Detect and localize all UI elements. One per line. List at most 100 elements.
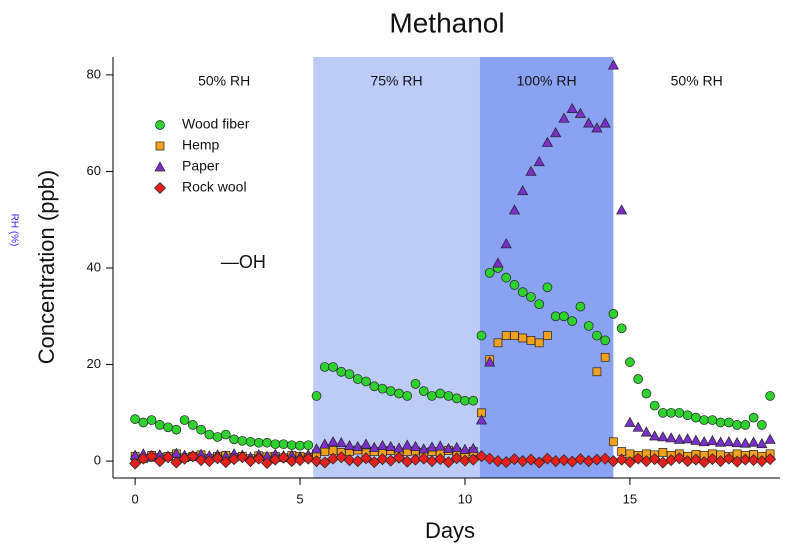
data-point <box>739 453 752 466</box>
data-point <box>765 391 775 401</box>
data-point <box>236 451 249 464</box>
data-point <box>129 457 142 470</box>
data-point <box>261 457 274 470</box>
x-axis-label: Days <box>425 518 475 543</box>
data-point <box>179 415 190 425</box>
data-point <box>699 415 709 425</box>
data-point <box>534 338 544 348</box>
annotation: —OH <box>221 252 266 272</box>
y-axis-label: Concentration (ppb) <box>34 170 59 364</box>
data-point <box>533 456 546 469</box>
region-label: 100% RH <box>517 73 577 89</box>
data-point <box>533 156 545 167</box>
data-point <box>525 165 537 176</box>
data-point <box>518 333 528 343</box>
data-point <box>559 311 569 322</box>
y-tick-label: 0 <box>94 453 101 468</box>
data-point <box>252 452 265 465</box>
data-point <box>493 338 503 348</box>
data-point <box>757 420 767 430</box>
data-point <box>377 383 388 394</box>
data-point <box>442 456 455 469</box>
data-point <box>286 440 297 451</box>
y2-axis-label: RH (%) <box>8 214 19 247</box>
data-point <box>245 436 256 447</box>
data-point <box>212 432 223 442</box>
region-label: 75% RH <box>370 73 422 89</box>
data-point <box>442 442 455 453</box>
data-point <box>649 400 660 411</box>
data-point <box>616 204 628 215</box>
data-point <box>253 437 264 448</box>
data-point <box>138 417 149 428</box>
data-point <box>476 330 487 341</box>
data-point <box>369 381 380 392</box>
rh-region <box>613 57 780 478</box>
data-point <box>361 376 371 387</box>
rh-region <box>135 57 314 478</box>
data-point <box>510 331 519 340</box>
data-point <box>715 436 727 447</box>
data-point <box>195 454 208 467</box>
data-point <box>237 435 248 446</box>
data-point <box>310 455 323 468</box>
rh-region <box>313 57 480 478</box>
data-point <box>599 117 611 128</box>
data-point <box>691 412 701 423</box>
data-point <box>673 433 685 444</box>
data-point <box>426 441 438 452</box>
legend-marker <box>155 141 165 151</box>
data-point <box>566 102 578 114</box>
chart-title: Methanol <box>389 7 504 38</box>
data-point <box>517 185 529 196</box>
data-point <box>698 436 710 447</box>
data-point <box>196 424 206 435</box>
data-point <box>658 448 668 457</box>
data-point <box>475 414 488 425</box>
data-point <box>492 257 504 268</box>
data-point <box>146 415 157 425</box>
data-point <box>706 435 718 446</box>
data-point <box>534 299 545 310</box>
data-point <box>600 352 610 362</box>
data-point <box>352 440 364 451</box>
data-point <box>319 362 330 372</box>
data-point <box>517 287 528 297</box>
data-point <box>764 453 777 466</box>
data-point <box>460 395 470 406</box>
data-point <box>616 323 627 334</box>
data-point <box>468 395 479 406</box>
data-point <box>641 388 652 399</box>
legend-marker <box>155 120 165 130</box>
data-point <box>434 440 446 451</box>
data-point <box>319 438 331 449</box>
data-point <box>360 452 373 465</box>
data-point <box>608 308 619 319</box>
data-point <box>310 443 323 454</box>
data-point <box>739 437 751 448</box>
data-point <box>187 420 198 430</box>
x-tick-label: 10 <box>458 491 472 506</box>
data-point <box>435 388 446 399</box>
y-tick-label: 80 <box>87 66 101 81</box>
x-tick-label: 15 <box>623 491 637 506</box>
data-point <box>648 453 661 466</box>
data-point <box>740 420 751 430</box>
data-point <box>467 453 480 466</box>
data-point <box>459 443 471 454</box>
data-point <box>410 379 421 389</box>
data-point <box>543 331 552 340</box>
data-point <box>368 441 380 452</box>
data-point <box>723 436 735 447</box>
data-point <box>385 386 396 396</box>
data-point <box>542 282 553 293</box>
data-point <box>451 441 463 452</box>
data-point <box>385 440 397 451</box>
data-point <box>748 412 759 423</box>
data-point <box>541 136 554 147</box>
data-point <box>665 432 677 443</box>
data-point <box>591 122 603 133</box>
data-point <box>625 357 635 367</box>
data-point <box>145 450 158 463</box>
data-point <box>220 429 231 440</box>
